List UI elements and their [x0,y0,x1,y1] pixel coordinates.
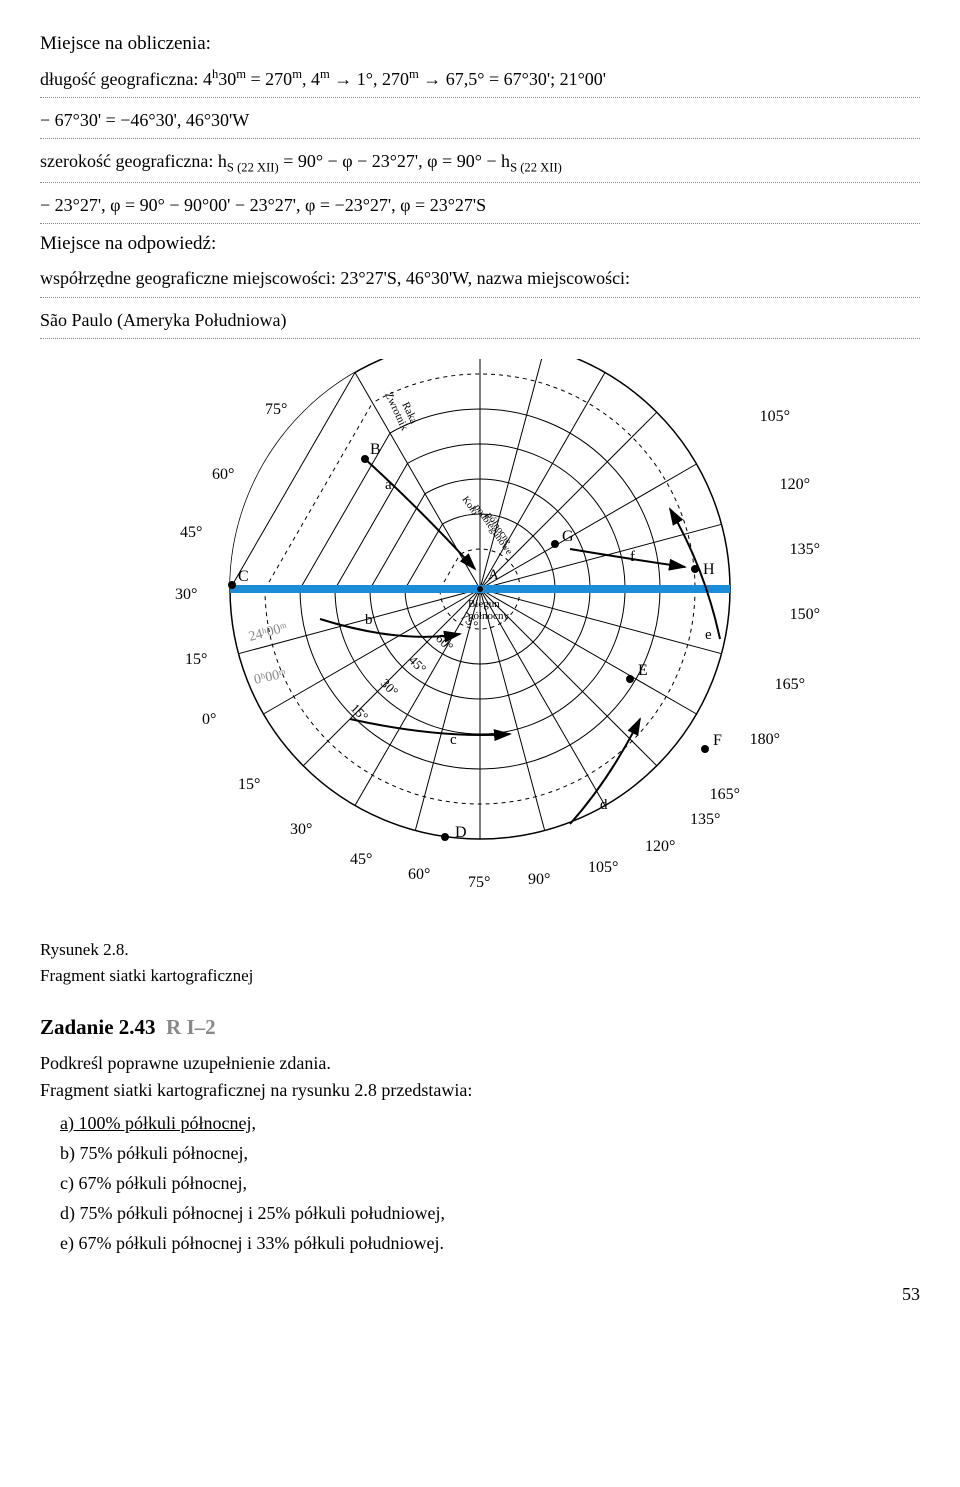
point-label: B [370,441,381,458]
answer-header: Miejsce na odpowiedź: [40,230,920,259]
deglabel: 45° [350,851,372,868]
deglabel: 75° [265,401,287,418]
answer-line1: współrzędne geograficzne miejscowości: 2… [40,262,920,297]
answer-line2: São Paulo (Ameryka Południowa) [40,304,920,339]
point-label: D [455,824,467,841]
deglabel: 135° [790,541,820,558]
calc-line-longitude-2: − 67°30' = −46°30', 46°30'W [40,104,920,139]
deglabel: 90° [528,871,550,888]
option-b: b) 75% półkuli północnej, [60,1140,920,1167]
option-d: d) 75% półkuli północnej i 25% półkuli p… [60,1200,920,1227]
page-number: 53 [40,1281,920,1308]
deglabel: 30° [175,586,197,603]
deglabel: 75° [468,874,490,891]
deglabel: 120° [645,838,675,855]
center-label: północny [468,610,509,622]
deglabel: 135° [690,811,720,828]
deglabel: 165° [710,786,740,803]
deglabel: 30° [290,821,312,838]
task-options: a) 100% półkuli północnej, b) 75% półkul… [40,1110,920,1257]
task-title: Zadanie 2.43 R I–2 [40,1012,920,1044]
deglabel: 0° [202,711,216,728]
map-grid-diagram: 90° 75° 60° 45° 30° 15° 0° 15° 90° 105° … [40,359,920,927]
point-label: H [703,561,715,578]
figure-caption: Rysunek 2.8. Fragment siatki kartografic… [40,937,920,988]
deglabel: 150° [790,606,820,623]
calc-line-latitude-2: − 23°27', φ = 90° − 90°00' − 23°27', φ =… [40,189,920,224]
deglabel: 105° [588,859,618,876]
time-label: 24ʰ00ᵐ [247,620,289,645]
option-a: a) 100% półkuli północnej, [60,1110,920,1137]
center-label: Biegun [468,598,500,610]
point-label: G [562,528,574,545]
time-label: 0ʰ00ᵐ [253,667,288,688]
arrow-label: e [705,627,712,643]
deglabel: 60° [212,466,234,483]
deglabel: 60° [408,866,430,883]
deglabel: 15° [185,651,207,668]
arrow-label: c [450,732,457,748]
calc-line-latitude: szerokość geograficzna: hS (22 XII) = 90… [40,145,920,182]
deglabel: 105° [760,408,790,425]
calc-line-longitude: długość geograficzna: 4h30m = 270m, 4m →… [40,63,920,98]
arrow-label: a [385,477,392,493]
task-body: Podkreśl poprawne uzupełnienie zdania. F… [40,1050,920,1104]
deglabel: 180° [750,731,780,748]
point-label: A [488,567,499,583]
option-c: c) 67% półkuli północnej, [60,1170,920,1197]
point-label: E [638,662,648,679]
point-label: C [238,568,249,585]
arrow-label: d [600,797,608,813]
deglabel: 120° [780,476,810,493]
option-e: e) 67% półkuli północnej i 33% półkuli p… [60,1230,920,1257]
deglabel: 45° [406,653,429,676]
deglabel: 90° [738,359,760,363]
deglabel: 90° [345,359,367,363]
point-label: F [713,732,722,749]
arrow-label: b [365,612,373,628]
arrow-label: f [630,549,635,565]
calc-header: Miejsce na obliczenia: [40,30,920,59]
deglabel: 15° [238,776,260,793]
deglabel: 45° [180,524,202,541]
deglabel: 165° [775,676,805,693]
